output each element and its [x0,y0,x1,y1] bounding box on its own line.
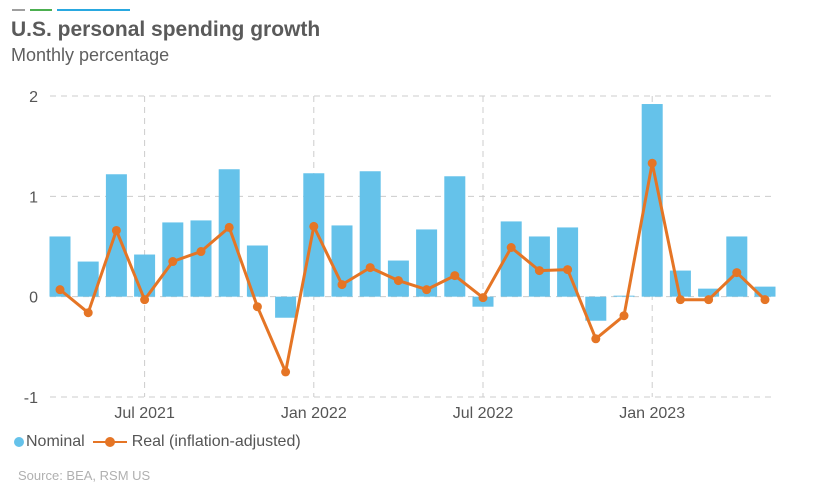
chart-title: U.S. personal spending growth [11,18,321,41]
chart-subtitle: Monthly percentage [11,45,170,65]
legend-real-point [104,437,115,447]
real-point [563,265,573,275]
accent-bar-blue [57,9,130,11]
nominal-bar [416,229,438,297]
nominal-bar [218,169,240,297]
nominal-bar [585,296,607,321]
real-point [140,295,150,305]
nominal-bar [698,288,720,297]
y-tick-label: -1 [24,390,38,407]
real-series-line [59,161,767,374]
x-tick-label: Jul 2022 [453,405,514,422]
real-point [506,243,516,253]
real-point [365,263,375,273]
nominal-bar [246,245,268,297]
legend: Nominal Real (inflation-adjusted) [14,433,301,451]
real-point [591,334,601,344]
real-point [309,221,319,231]
grid-lines [50,95,775,398]
nominal-bar [613,295,635,297]
real-point [393,276,403,286]
real-point [647,158,657,168]
real-point [704,295,714,305]
real-point [281,367,291,377]
real-point [111,225,121,235]
real-point [337,280,347,290]
nominal-bar [754,286,776,297]
nominal-bar [49,236,71,297]
x-axis-ticks: Jul 2021 Jan 2022 Jul 2022 Jan 2023 [114,405,685,422]
nominal-bar [303,173,325,297]
accent-bar-gray [12,9,25,11]
real-point [760,295,770,305]
nominal-bar [444,176,466,297]
real-point [450,271,460,281]
real-line [55,158,770,377]
nominal-bar [500,221,522,297]
real-point [675,295,685,305]
real-point [534,266,544,276]
real-point [55,285,65,295]
nominal-bar [331,225,353,297]
nominal-bar [359,171,381,297]
accent-bar-green [30,9,52,11]
nominal-bar [77,261,99,297]
real-point [224,222,234,232]
y-tick-label: 1 [29,189,38,206]
nominal-bar [105,174,127,297]
nominal-bar [726,236,748,297]
nominal-bar [190,220,212,297]
legend-nominal-marker [14,437,24,447]
real-point [478,293,488,303]
real-point [83,308,93,318]
x-tick-label: Jan 2022 [281,405,347,422]
y-axis-ticks: 2 1 0 -1 [24,89,38,407]
chart-plot: 2 1 0 -1 Jul 2021 Jan 2022 Jul 2022 Jan 2023 [24,89,776,422]
legend-real-label: Real (inflation-adjusted) [131,433,301,450]
legend-real-marker [92,436,127,448]
real-point [196,247,206,257]
legend-nominal-label: Nominal [26,433,85,450]
nominal-bar [641,104,663,297]
nominal-bars [49,104,776,321]
x-tick-label: Jan 2023 [619,405,685,422]
y-tick-label: 0 [29,290,38,307]
x-tick-label: Jul 2021 [114,405,175,422]
source-note: Source: BEA, RSM US [18,468,151,483]
real-point [252,302,262,312]
real-point [168,257,178,267]
real-point [619,311,629,321]
real-point [422,285,432,295]
real-point [732,268,742,278]
y-tick-label: 2 [29,89,38,106]
nominal-bar [275,296,297,318]
